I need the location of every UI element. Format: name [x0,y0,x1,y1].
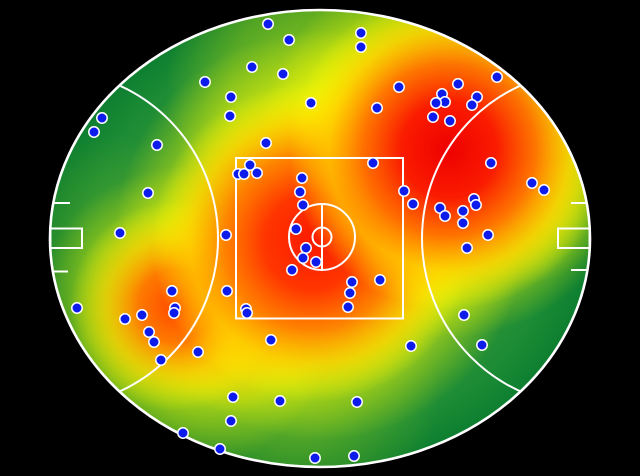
data-points-layer [71,18,550,464]
data-point [177,427,189,439]
data-point [114,227,126,239]
data-point [241,307,253,319]
data-point [458,309,470,321]
data-point [277,68,289,80]
data-point [466,99,478,111]
data-point [274,395,286,407]
data-point [260,137,272,149]
data-point [88,126,100,138]
data-point [199,76,211,88]
data-point [348,450,360,462]
data-point [143,326,155,338]
data-point [305,97,317,109]
data-point [398,185,410,197]
fifty-metre-arc-left [50,69,219,408]
data-point [405,340,417,352]
data-point [342,301,354,313]
data-point [374,274,386,286]
data-point [461,242,473,254]
data-point [96,112,108,124]
data-point [227,391,239,403]
data-point [220,229,232,241]
fifty-metre-arc-right [421,69,590,408]
data-point [71,302,83,314]
data-point [482,229,494,241]
data-point [238,168,250,180]
data-point [246,61,258,73]
data-point [457,217,469,229]
data-point [265,334,277,346]
data-point [470,199,482,211]
field-lines [50,69,590,408]
data-point [297,199,309,211]
data-point [225,415,237,427]
data-point [119,313,131,325]
data-point [168,307,180,319]
data-point [294,186,306,198]
data-point [142,187,154,199]
data-point [297,252,309,264]
data-point [407,198,419,210]
data-point [444,115,456,127]
data-point [221,285,233,297]
data-point [310,256,322,268]
centre-square [235,157,404,320]
data-point [166,285,178,297]
data-point [439,210,451,222]
data-point [538,184,550,196]
data-point [286,264,298,276]
data-point [244,159,256,171]
data-point [367,157,379,169]
data-point [346,276,358,288]
data-point [344,287,356,299]
data-point [526,177,538,189]
data-point [290,223,302,235]
data-point [452,78,464,90]
data-point [151,139,163,151]
data-point [300,242,312,254]
data-point [393,81,405,93]
data-point [355,41,367,53]
data-point [224,110,236,122]
data-point [476,339,488,351]
data-point [355,27,367,39]
data-point [491,71,503,83]
data-point [251,167,263,179]
data-point [192,346,204,358]
data-point [148,336,160,348]
data-point [155,354,167,366]
data-point [262,18,274,30]
data-point [296,172,308,184]
data-point [427,111,439,123]
data-point [136,309,148,321]
data-point [225,91,237,103]
data-point [457,205,469,217]
data-point [214,443,226,455]
data-point [283,34,295,46]
data-point [371,102,383,114]
data-point [430,97,442,109]
data-point [351,396,363,408]
data-point [485,157,497,169]
data-point [309,452,321,464]
boundary-oval [48,8,592,469]
